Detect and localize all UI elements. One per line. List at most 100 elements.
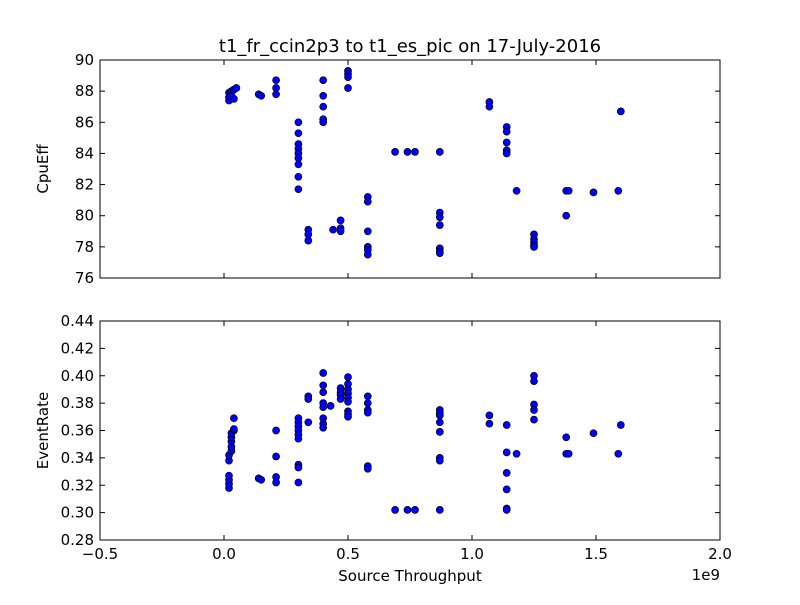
- cpueff-point: [485, 102, 494, 111]
- eventrate-point: [257, 475, 266, 484]
- cpueff-ytick-label: 82: [75, 176, 94, 194]
- cpueff-ytick-label: 84: [75, 144, 94, 162]
- eventrate-point: [391, 506, 399, 514]
- eventrate-point: [363, 408, 372, 417]
- eventrate-point: [230, 414, 238, 423]
- cpueff-point: [589, 188, 598, 197]
- cpueff-point: [344, 73, 352, 81]
- cpueff-point: [502, 127, 511, 136]
- cpueff-point: [435, 249, 444, 257]
- cpueff-point: [363, 197, 372, 206]
- cpueff-point: [502, 149, 511, 158]
- eventrate-point: [363, 392, 372, 401]
- eventrate-point: [512, 449, 521, 458]
- eventrate-xtick-label: 1.0: [460, 545, 484, 563]
- cpueff-point: [272, 90, 280, 99]
- eventrate-point: [272, 426, 280, 435]
- cpueff-point: [512, 186, 521, 195]
- eventrate-ylabel: EventRate: [34, 392, 52, 469]
- eventrate-ytick-label: 0.34: [61, 449, 94, 467]
- cpueff-point: [232, 84, 241, 92]
- cpueff-point: [336, 227, 345, 236]
- cpueff-point: [329, 225, 337, 234]
- eventrate-point: [564, 449, 573, 458]
- eventrate-point: [435, 456, 444, 465]
- eventrate-point: [616, 421, 625, 429]
- cpueff-point: [344, 84, 352, 92]
- eventrate-ytick-label: 0.32: [61, 476, 94, 494]
- eventrate-point: [304, 395, 313, 403]
- eventrate-point: [304, 418, 313, 427]
- eventrate-point: [403, 506, 412, 514]
- cpueff-point: [294, 129, 303, 138]
- cpueff-point: [435, 148, 444, 156]
- cpueff-point: [363, 227, 372, 236]
- cpueff-ytick-label: 86: [75, 113, 94, 131]
- cpueff-point: [319, 118, 328, 127]
- cpueff-point: [502, 138, 511, 147]
- cpueff-point: [294, 160, 303, 169]
- eventrate-point: [485, 419, 494, 428]
- eventrate-point: [230, 425, 238, 433]
- cpueff-point: [435, 221, 444, 229]
- eventrate-point: [319, 381, 328, 390]
- eventrate-point: [319, 388, 328, 397]
- cpueff-point: [391, 148, 399, 156]
- cpueff-point: [363, 250, 372, 259]
- eventrate-point: [363, 464, 372, 473]
- chart-title: t1_fr_ccin2p3 to t1_es_pic on 17-July-20…: [219, 36, 601, 57]
- eventrate-ytick-label: 0.42: [61, 339, 94, 357]
- eventrate-plot: 0.28 0.30 0.32 0.34 0.36 0.38 0.40 0.42 0.44 −0.5…: [34, 312, 732, 585]
- eventrate-point: [589, 429, 598, 438]
- cpueff-point: [564, 186, 573, 195]
- eventrate-point: [344, 397, 352, 406]
- cpueff-point: [530, 243, 538, 251]
- eventrate-point: [435, 506, 444, 514]
- eventrate-point: [294, 434, 303, 443]
- cpueff-point: [614, 186, 623, 195]
- eventrate-point: [485, 411, 494, 420]
- eventrate-point: [294, 478, 303, 487]
- cpueff-ylabel: CpuEff: [34, 144, 52, 194]
- cpueff-ytick-label: 80: [75, 207, 94, 225]
- eventrate-point: [272, 478, 280, 487]
- cpueff-ytick-label: 90: [75, 51, 94, 69]
- cpueff-ytick-label: 78: [75, 238, 94, 256]
- eventrate-point: [530, 415, 538, 424]
- eventrate-point: [502, 421, 511, 429]
- eventrate-point: [225, 471, 233, 480]
- eventrate-point: [530, 377, 538, 386]
- eventrate-point: [502, 469, 511, 477]
- cpueff-plot: 76 78 80 82 84 86 88 90 CpuEff: [34, 51, 721, 287]
- cpueff-point: [403, 148, 412, 156]
- eventrate-point: [614, 449, 623, 458]
- eventrate-point: [319, 403, 328, 412]
- eventrate-point: [435, 418, 444, 427]
- eventrate-xtick-label: 0.0: [212, 545, 236, 563]
- cpueff-point: [562, 211, 571, 220]
- eventrate-point: [435, 428, 444, 436]
- eventrate-point: [336, 395, 345, 403]
- cpueff-axes-frame: [99, 59, 721, 279]
- xlabel: Source Throughput: [338, 567, 482, 585]
- eventrate-point: [344, 373, 352, 381]
- eventrate-ytick-label: 0.38: [61, 394, 94, 412]
- eventrate-point: [319, 369, 328, 377]
- eventrate-point: [319, 423, 328, 432]
- eventrate-point: [502, 448, 511, 457]
- eventrate-point: [530, 406, 538, 414]
- eventrate-point: [502, 485, 511, 494]
- eventrate-ytick-label: 0.44: [61, 312, 94, 330]
- cpueff-point: [272, 84, 280, 92]
- cpueff-point: [257, 91, 266, 100]
- cpueff-point: [294, 172, 303, 181]
- eventrate-xtick-label: −0.5: [82, 545, 118, 563]
- eventrate-point: [363, 399, 372, 407]
- eventrate-ytick-label: 0.36: [61, 422, 94, 440]
- cpueff-point: [319, 91, 328, 100]
- eventrate-point: [435, 411, 444, 420]
- eventrate-point: [411, 506, 419, 514]
- eventrate-point: [294, 463, 303, 472]
